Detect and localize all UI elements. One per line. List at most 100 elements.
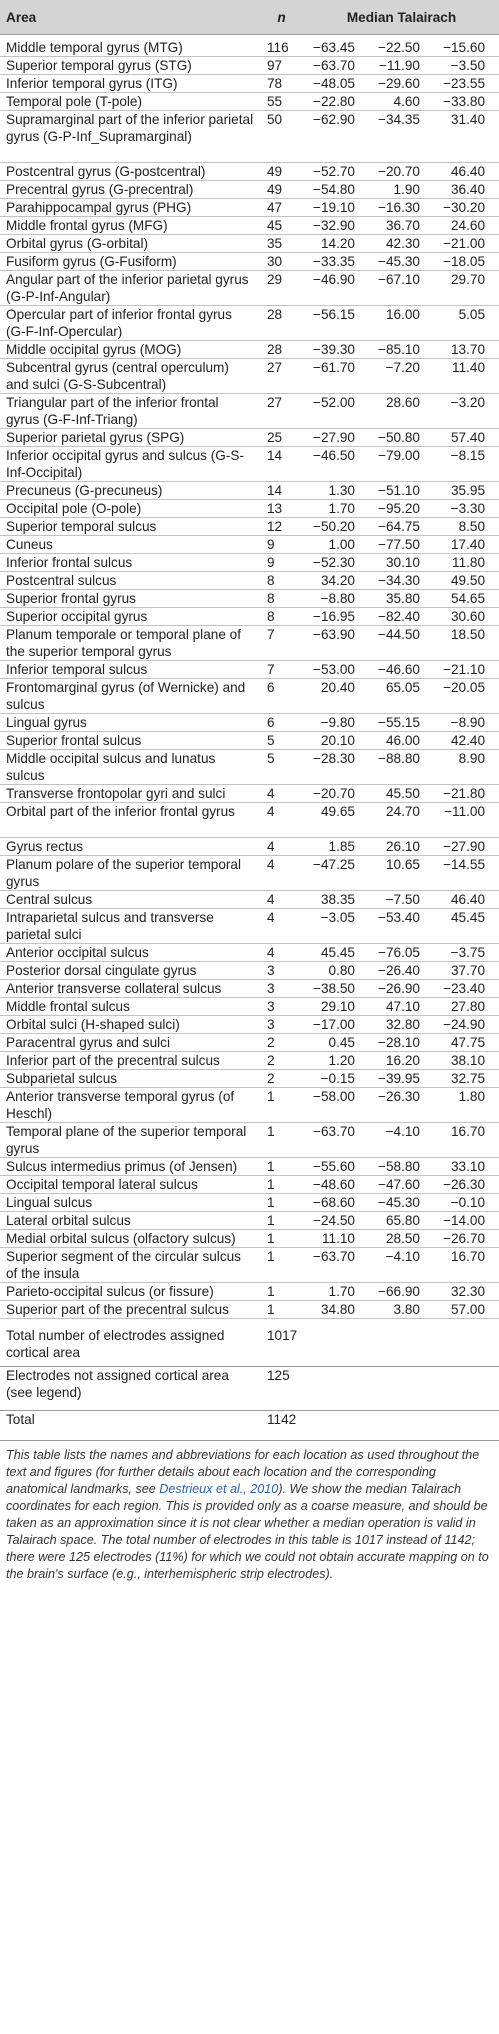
- table-row: Middle frontal sulcus 3 29.10 47.10 27.80: [0, 997, 499, 1016]
- talairach-x-cell: −53.00: [304, 660, 369, 679]
- talairach-z-cell: 24.60: [434, 216, 499, 235]
- talairach-y-cell: −29.60: [369, 74, 434, 93]
- talairach-z-cell: 37.70: [434, 961, 499, 980]
- talairach-x-cell: −48.05: [304, 74, 369, 93]
- talairach-y-cell: −50.80: [369, 428, 434, 447]
- n-cell: 1: [259, 1087, 304, 1123]
- area-cell: Middle occipital sulcus and lunatus sulc…: [0, 749, 259, 785]
- area-cell: Middle frontal gyrus (MFG): [0, 216, 259, 235]
- table-row: Transverse frontopolar gyri and sulci 4 −2…: [0, 784, 499, 803]
- talairach-z-cell: −14.55: [434, 855, 499, 891]
- talairach-y-cell: 28.50: [369, 1229, 434, 1248]
- legend-text-2: ). We show the median Talairach coordina…: [6, 1482, 489, 1581]
- citation-link[interactable]: Destrieux et al., 2010: [159, 1482, 279, 1496]
- talairach-x-cell: 14.20: [304, 234, 369, 253]
- table-row: Cuneus 9 1.00 −77.50 17.40: [0, 535, 499, 554]
- n-cell: 29: [259, 270, 304, 306]
- talairach-x-cell: 1.85: [304, 837, 369, 856]
- n-cell: 49: [259, 180, 304, 199]
- area-cell: Superior parietal gyrus (SPG): [0, 428, 259, 447]
- table-row: Anterior transverse collateral sulcus 3 −3…: [0, 979, 499, 998]
- talairach-z-cell: −15.60: [434, 34, 499, 57]
- area-cell: Postcentral sulcus: [0, 571, 259, 590]
- talairach-x-cell: −52.30: [304, 553, 369, 572]
- talairach-y-cell: −11.90: [369, 56, 434, 75]
- talairach-z-cell: −3.50: [434, 56, 499, 75]
- talairach-z-cell: −3.20: [434, 393, 499, 429]
- area-cell: Superior occipital gyrus: [0, 607, 259, 626]
- area-cell: Orbital gyrus (G-orbital): [0, 234, 259, 253]
- talairach-y-cell: −55.15: [369, 713, 434, 732]
- talairach-y-cell: 65.80: [369, 1211, 434, 1230]
- talairach-y-cell: 4.60: [369, 92, 434, 111]
- talairach-z-cell: −27.90: [434, 837, 499, 856]
- n-cell: 3: [259, 997, 304, 1016]
- talairach-x-cell: −46.50: [304, 446, 369, 482]
- table-row: Superior frontal sulcus 5 20.10 46.00 42.40: [0, 731, 499, 750]
- talairach-x-cell: −62.90: [304, 110, 369, 163]
- talairach-y-cell: 46.00: [369, 731, 434, 750]
- area-cell: Medial orbital sulcus (olfactory sulcus): [0, 1229, 259, 1248]
- talairach-y-cell: −20.70: [369, 162, 434, 181]
- talairach-z-cell: 17.40: [434, 535, 499, 554]
- n-cell: 4: [259, 908, 304, 944]
- table-row: Superior parietal gyrus (SPG) 25 −27.90 −50…: [0, 428, 499, 447]
- table-body: Middle temporal gyrus (MTG) 116 −63.45 −22.…: [0, 34, 499, 1441]
- talairach-x-cell: −47.25: [304, 855, 369, 891]
- table-row: Central sulcus 4 38.35 −7.50 46.40: [0, 890, 499, 909]
- talairach-z-cell: 33.10: [434, 1157, 499, 1176]
- area-cell: Temporal plane of the superior temporal …: [0, 1122, 259, 1158]
- talairach-y-cell: −85.10: [369, 340, 434, 359]
- area-cell: Angular part of the inferior parietal gy…: [0, 270, 259, 306]
- talairach-y-cell: 45.50: [369, 784, 434, 803]
- talairach-y-cell: −79.00: [369, 446, 434, 482]
- table-header: Area n Median Talairach: [0, 0, 499, 35]
- n-cell: 8: [259, 607, 304, 626]
- talairach-y-cell: 1.90: [369, 180, 434, 199]
- n-cell: 4: [259, 784, 304, 803]
- talairach-y-cell: −82.40: [369, 607, 434, 626]
- n-cell: 49: [259, 162, 304, 181]
- area-cell: Sulcus intermedius primus (of Jensen): [0, 1157, 259, 1176]
- area-cell: Anterior occipital sulcus: [0, 943, 259, 962]
- talairach-z-cell: 45.45: [434, 908, 499, 944]
- area-cell: Gyrus rectus: [0, 837, 259, 856]
- talairach-y-cell: −26.90: [369, 979, 434, 998]
- talairach-y-cell: −47.60: [369, 1175, 434, 1194]
- talairach-z-cell: −26.30: [434, 1175, 499, 1194]
- n-cell: 14: [259, 481, 304, 500]
- n-cell: 25: [259, 428, 304, 447]
- talairach-z-cell: 5.05: [434, 305, 499, 341]
- total-row: Total 1142: [0, 1410, 499, 1441]
- table-row: Paracentral gyrus and sulci 2 0.45 −28.10 47…: [0, 1033, 499, 1052]
- talairach-x-cell: 34.80: [304, 1300, 369, 1319]
- talairach-y-cell: 16.00: [369, 305, 434, 341]
- talairach-z-cell: 13.70: [434, 340, 499, 359]
- talairach-z-cell: 46.40: [434, 890, 499, 909]
- talairach-z-cell: 11.40: [434, 358, 499, 394]
- table-row: Middle occipital gyrus (MOG) 28 −39.30 −85.…: [0, 340, 499, 359]
- talairach-z-cell: −18.05: [434, 252, 499, 271]
- talairach-z-cell: −33.80: [434, 92, 499, 111]
- table-row: Superior occipital gyrus 8 −16.95 −82.40 30.…: [0, 607, 499, 626]
- table-row: Lingual gyrus 6 −9.80 −55.15 −8.90: [0, 713, 499, 732]
- area-cell: Opercular part of inferior frontal gyrus…: [0, 305, 259, 341]
- talairach-z-cell: 18.50: [434, 625, 499, 661]
- table-row: Anterior transverse temporal gyrus (of H…: [0, 1087, 499, 1123]
- area-cell: Superior frontal gyrus: [0, 589, 259, 608]
- talairach-y-cell: 26.10: [369, 837, 434, 856]
- n-cell: 7: [259, 625, 304, 661]
- talairach-y-cell: 35.80: [369, 589, 434, 608]
- talairach-y-cell: −26.30: [369, 1087, 434, 1123]
- n-cell: 4: [259, 855, 304, 891]
- table-row: Intraparietal sulcus and transverse pari…: [0, 908, 499, 944]
- total-value: 1142: [259, 1410, 304, 1441]
- talairach-x-cell: −19.10: [304, 198, 369, 217]
- talairach-x-cell: −17.00: [304, 1015, 369, 1034]
- talairach-x-cell: 11.10: [304, 1229, 369, 1248]
- talairach-x-cell: −0.15: [304, 1069, 369, 1088]
- n-cell: 5: [259, 731, 304, 750]
- total-label: Electrodes not assigned cortical area (s…: [0, 1366, 259, 1411]
- table-row: Fusiform gyrus (G-Fusiform) 30 −33.35 −45.3…: [0, 252, 499, 271]
- talairach-y-cell: −28.10: [369, 1033, 434, 1052]
